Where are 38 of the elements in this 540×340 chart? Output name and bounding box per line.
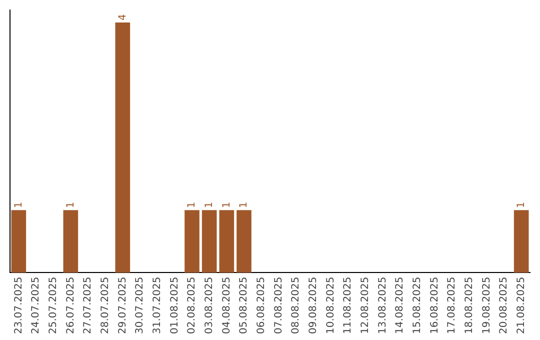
x-tick-label: 24.07.2025 — [30, 276, 42, 334]
x-tick-label: 11.08.2025 — [342, 276, 354, 334]
data-label: 1 — [65, 202, 76, 208]
x-tick-label: 17.08.2025 — [446, 276, 458, 334]
x-tick-label: 10.08.2025 — [325, 276, 336, 334]
data-label: 1 — [238, 202, 250, 208]
x-tick-label: 28.07.2025 — [100, 276, 111, 334]
data-label: 1 — [13, 202, 24, 208]
x-tick-label: 08.08.2025 — [290, 276, 302, 334]
x-tick-label: 29.07.2025 — [117, 276, 128, 334]
data-label: 4 — [117, 14, 128, 21]
x-tick-label: 25.07.2025 — [48, 276, 59, 334]
x-tick-label: 07.08.2025 — [273, 276, 284, 334]
data-label: 1 — [221, 202, 232, 208]
x-tick-label: 09.08.2025 — [308, 276, 319, 334]
x-tick-label: 15.08.2025 — [412, 276, 423, 334]
x-tick-label: 13.08.2025 — [377, 276, 388, 334]
x-tick-label: 03.08.2025 — [204, 276, 215, 334]
x-tick-label: 30.07.2025 — [134, 276, 146, 334]
x-tick-label: 06.08.2025 — [256, 276, 267, 334]
x-tick-label: 16.08.2025 — [429, 276, 440, 334]
data-label: 1 — [516, 202, 527, 208]
x-tick-label: 05.08.2025 — [238, 276, 250, 334]
x-tick-label: 01.08.2025 — [169, 276, 180, 334]
x-tick-label: 27.07.2025 — [82, 276, 94, 334]
data-label: 1 — [186, 202, 198, 208]
x-tick-label: 02.08.2025 — [186, 276, 198, 334]
x-tick-label: 20.08.2025 — [498, 276, 510, 334]
x-tick-label: 14.08.2025 — [394, 276, 406, 334]
x-tick-label: 04.08.2025 — [221, 276, 232, 334]
x-tick-label: 21.08.2025 — [516, 276, 527, 334]
x-tick-label: 31.07.2025 — [152, 276, 163, 334]
x-tick-label: 12.08.2025 — [360, 276, 371, 334]
x-tick-label: 26.07.2025 — [65, 276, 76, 334]
x-tick-label: 19.08.2025 — [481, 276, 492, 334]
x-tick-label: 18.08.2025 — [464, 276, 475, 334]
x-tick-label: 23.07.2025 — [13, 276, 24, 334]
data-label: 1 — [204, 202, 215, 208]
